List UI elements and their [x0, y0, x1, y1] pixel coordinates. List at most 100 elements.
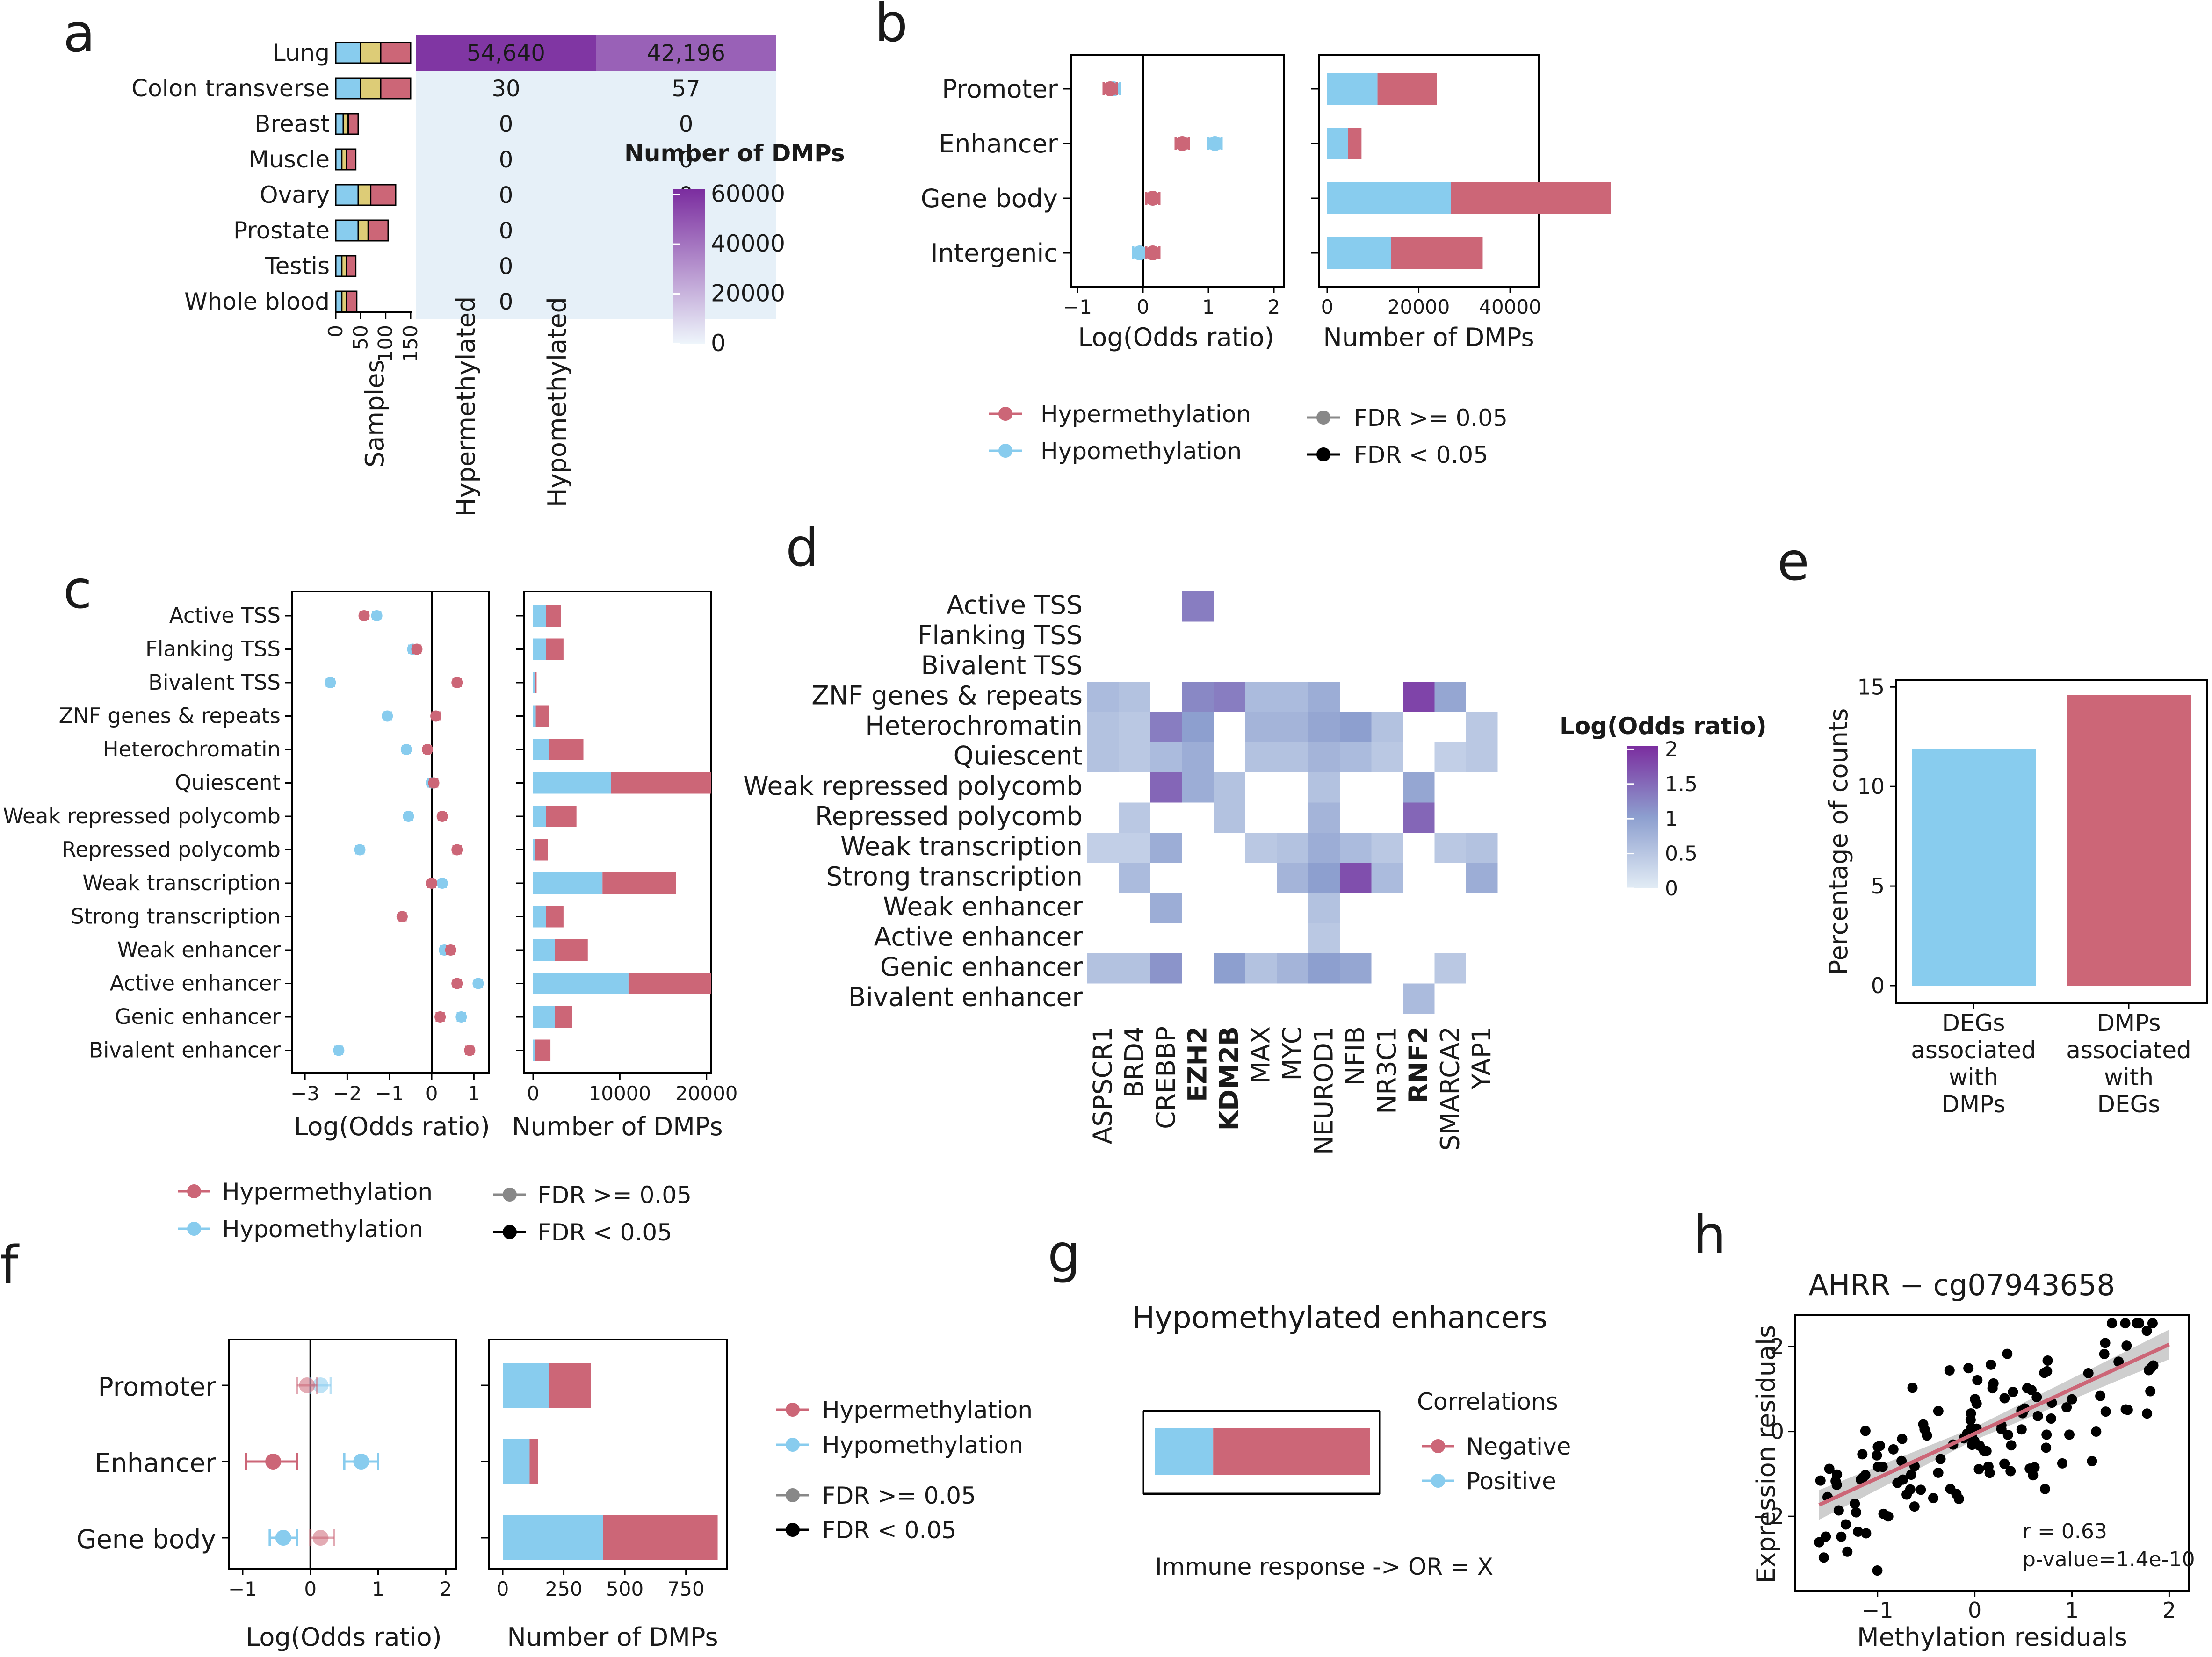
- c-bar-hypo: [533, 872, 603, 894]
- d-row-label: Strong transcription: [826, 862, 1083, 892]
- h-point: [2039, 1484, 2050, 1494]
- d-heat-cell: [1277, 742, 1308, 772]
- h-point: [1974, 1441, 1985, 1451]
- b-hyper-point: [1145, 245, 1160, 260]
- h-point: [2120, 1404, 2131, 1415]
- h-point: [1970, 1394, 1981, 1405]
- dmp-cell: [416, 71, 596, 106]
- g-legend-negative: Negative: [1466, 1433, 1571, 1460]
- panel-letters: a b c d e f g h: [0, 0, 1809, 1296]
- h-point: [1860, 1426, 1871, 1436]
- h-point: [1821, 1531, 1831, 1542]
- d-heat-cell: [1340, 742, 1372, 772]
- h-point: [2100, 1406, 2111, 1417]
- c-bar-hypo: [533, 772, 611, 794]
- tissue-label: Whole blood: [184, 288, 330, 315]
- panel-letter-b: b: [875, 0, 908, 54]
- b-bar-xtick-label: 0: [1321, 295, 1334, 318]
- b-legend-fdr-ns: FDR >= 0.05: [1354, 404, 1508, 432]
- d-heat-cell: [1277, 863, 1308, 893]
- dmp-cell-value: 30: [492, 76, 520, 102]
- c-bar-hypo: [533, 638, 546, 660]
- h-point: [2041, 1442, 2052, 1453]
- f-legend-hyper-dot: [786, 1403, 800, 1417]
- c-hyper-point: [358, 610, 370, 621]
- d-col-label: BRD4: [1119, 1026, 1149, 1098]
- panel-letter-c: c: [63, 560, 92, 620]
- h-point: [2039, 1368, 2050, 1378]
- d-heat-cell: [1403, 772, 1435, 803]
- h-point: [2031, 1392, 2042, 1403]
- h-xtick-label: 1: [2065, 1598, 2079, 1623]
- h-point: [2026, 1385, 2037, 1396]
- samples-bar-segment: [341, 255, 347, 277]
- h-point: [2142, 1408, 2153, 1419]
- g-legend-title: Correlations: [1417, 1388, 1558, 1415]
- e-bar-label: DMPs: [1942, 1091, 2006, 1118]
- h-fit-line: [1818, 1342, 2170, 1507]
- tissue-label: Lung: [273, 39, 330, 66]
- f-legend-fdr-ns-dot: [786, 1488, 800, 1502]
- samples-bar-segment: [346, 148, 357, 171]
- d-heat-cell: [1466, 863, 1498, 893]
- b-or-xtick-label: 0: [1137, 295, 1149, 318]
- panel-b: Promoter Enhancer Gene body Intergenic −1 0 1 2…: [921, 54, 1611, 468]
- h-point: [2145, 1386, 2156, 1397]
- d-row-label: Weak enhancer: [883, 892, 1083, 922]
- d-row-label: Active TSS: [947, 590, 1083, 620]
- d-heat-cell: [1245, 833, 1277, 863]
- b-category-label: Enhancer: [939, 129, 1058, 158]
- d-row-label: ZNF genes & repeats: [811, 681, 1083, 711]
- f-bar-hyper: [529, 1439, 538, 1484]
- c-bar-hyper: [611, 772, 711, 794]
- h-point: [2147, 1318, 2158, 1329]
- h-point: [2120, 1318, 2131, 1329]
- d-row-label: Active enhancer: [874, 922, 1083, 952]
- c-bar-hypo: [533, 605, 546, 627]
- g-positive-segment: [1155, 1428, 1214, 1475]
- c-category-label: Heterochromatin: [103, 737, 281, 762]
- samples-bar-segment: [335, 77, 361, 100]
- g-legend-negative-dot: [1431, 1439, 1445, 1453]
- h-point: [2046, 1413, 2056, 1424]
- h-point: [1906, 1470, 1916, 1480]
- e-ytick-label: 0: [1871, 973, 1885, 998]
- samples-bar-segment: [380, 42, 412, 64]
- c-hyper-point: [451, 677, 463, 688]
- dmp-legend-title: Number of DMPs: [624, 140, 845, 167]
- samples-axis-title: Samples: [360, 360, 390, 468]
- c-bar-hyper: [602, 872, 676, 894]
- c-bar-hyper: [555, 1006, 572, 1028]
- f-hyper-point: [312, 1530, 329, 1546]
- panel-letter-a: a: [63, 3, 95, 64]
- dmp-cell: [596, 35, 776, 71]
- samples-axis-ticks: 0 50 100 150: [324, 312, 422, 362]
- f-bar-hypo: [503, 1363, 549, 1408]
- panel-c: Active TSS Flanking TSS Bivalent TSS ZNF ge…: [3, 591, 738, 1246]
- samples-bar-segment: [335, 219, 359, 242]
- e-ytick-label: 5: [1871, 873, 1885, 899]
- c-bar-hypo: [533, 839, 535, 861]
- d-heat-cell: [1308, 923, 1340, 953]
- b-or-xtick-label: −1: [1063, 295, 1092, 318]
- b-plot-content: Promoter Enhancer Gene body Intergenic −1 0 1 2…: [921, 55, 1611, 318]
- d-heat-cell: [1119, 863, 1150, 893]
- samples-bar-segment: [360, 77, 382, 100]
- c-bar-hypo: [533, 672, 535, 693]
- samples-bar-segment: [335, 290, 343, 313]
- c-category-label: Repressed polycomb: [62, 837, 281, 862]
- f-bar-xtick-label: 0: [497, 1578, 509, 1600]
- c-legend-hypo-dot: [187, 1222, 201, 1236]
- c-hyper-point: [451, 844, 463, 856]
- c-or-axis-title: Log(Odds ratio): [294, 1112, 490, 1141]
- panel-letter-f: f: [0, 1235, 20, 1296]
- c-legend-hypo: Hypomethylation: [222, 1216, 423, 1243]
- b-bar-axis-title: Number of DMPs: [1323, 323, 1534, 352]
- b-hyper-point: [1103, 81, 1118, 96]
- d-heat-cell: [1182, 742, 1214, 772]
- h-plot-content: −1 0 1 2 2 0 −2: [1752, 1318, 2176, 1623]
- f-legend-fdr-sig-dot: [786, 1523, 800, 1537]
- c-legend-fdr-sig-dot: [503, 1225, 517, 1239]
